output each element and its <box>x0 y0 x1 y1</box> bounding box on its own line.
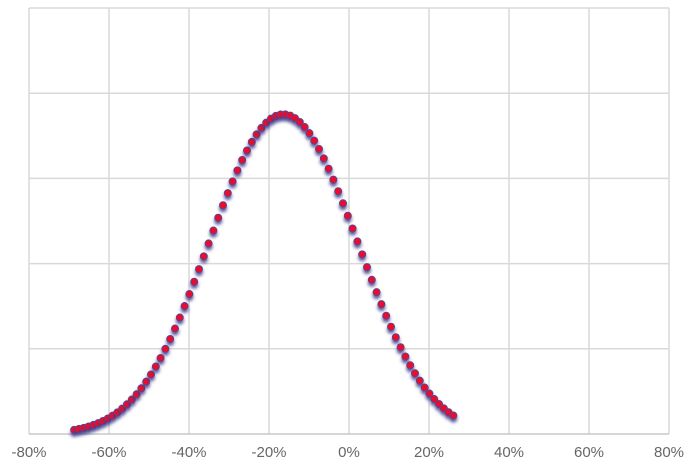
data-point <box>166 334 175 343</box>
data-point <box>204 239 213 248</box>
data-point <box>367 275 376 284</box>
x-tick-label: 80% <box>654 444 684 461</box>
data-point <box>161 344 170 353</box>
data-point <box>348 224 357 233</box>
data-point <box>123 400 132 409</box>
data-point <box>391 333 400 342</box>
data-point <box>372 288 381 297</box>
x-tick-label: 60% <box>574 444 604 461</box>
data-point <box>132 390 141 399</box>
data-point <box>314 145 323 154</box>
data-point <box>214 213 223 222</box>
data-point <box>223 189 232 198</box>
data-point <box>247 137 256 146</box>
x-tick-label: 40% <box>494 444 524 461</box>
x-tick-label: -80% <box>11 444 46 461</box>
data-point <box>146 370 155 379</box>
data-point <box>334 187 343 196</box>
data-point <box>362 263 371 272</box>
data-point <box>190 277 199 286</box>
data-point <box>199 252 208 261</box>
data-point <box>353 237 362 246</box>
data-point <box>295 117 304 126</box>
data-point <box>420 383 429 392</box>
data-point <box>386 322 395 331</box>
data-point <box>238 155 247 164</box>
data-point <box>194 265 203 274</box>
data-point <box>257 123 266 132</box>
data-point <box>338 199 347 208</box>
data-point <box>156 354 165 363</box>
x-tick-label: -20% <box>251 444 286 461</box>
data-point <box>396 343 405 352</box>
grid <box>28 7 670 434</box>
data-point <box>242 146 251 155</box>
data-point <box>137 384 146 393</box>
data-point <box>415 376 424 385</box>
data-point <box>449 411 458 420</box>
data-point <box>382 311 391 320</box>
data-point <box>127 395 136 404</box>
data-point <box>252 130 261 139</box>
data-point <box>329 175 338 184</box>
data-point <box>430 395 439 404</box>
data-point <box>228 177 237 186</box>
data-point <box>218 201 227 210</box>
x-tick-labels: -80% -60% -40% -20% 0% 20% 40% 60% 80% <box>11 444 684 461</box>
data-point <box>324 164 333 173</box>
data-point <box>406 361 415 370</box>
data-point <box>170 324 179 333</box>
data-point <box>410 369 419 378</box>
data-point <box>151 362 160 371</box>
data-point <box>180 302 189 311</box>
data-series <box>70 110 458 434</box>
data-point <box>319 154 328 163</box>
data-point <box>358 250 367 259</box>
data-point <box>401 352 410 361</box>
data-point <box>142 377 151 386</box>
x-tick-label: 0% <box>338 444 360 461</box>
x-tick-label: 20% <box>414 444 444 461</box>
data-point <box>209 226 218 235</box>
data-point <box>175 313 184 322</box>
data-point <box>343 211 352 220</box>
data-point <box>300 122 309 131</box>
data-point <box>185 290 194 299</box>
data-point <box>305 129 314 138</box>
data-point <box>425 389 434 398</box>
x-tick-label: -60% <box>91 444 126 461</box>
data-point <box>377 300 386 309</box>
x-tick-label: -40% <box>171 444 206 461</box>
data-point <box>233 166 242 175</box>
data-point <box>310 136 319 145</box>
